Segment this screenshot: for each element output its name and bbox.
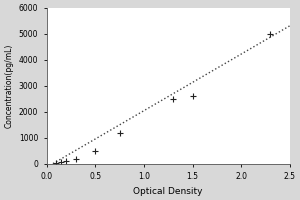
X-axis label: Optical Density: Optical Density [134,187,203,196]
Y-axis label: Concentration(pg/mL): Concentration(pg/mL) [4,44,13,128]
